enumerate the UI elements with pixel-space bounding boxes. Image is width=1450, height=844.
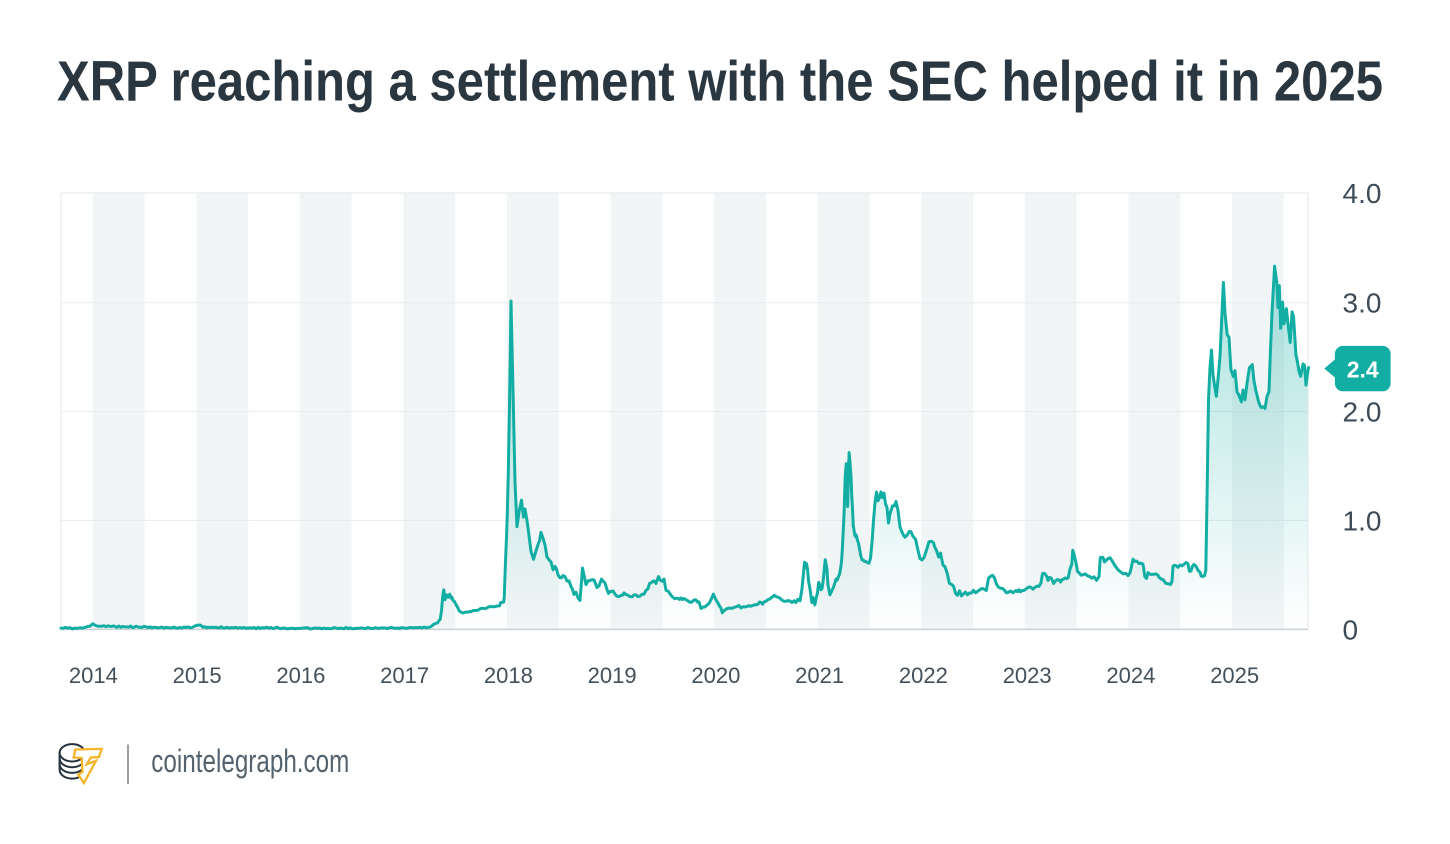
svg-text:4.0: 4.0 [1343, 178, 1382, 209]
svg-text:3.0: 3.0 [1343, 288, 1382, 319]
svg-text:1.0: 1.0 [1343, 505, 1382, 536]
svg-text:2014: 2014 [69, 663, 118, 688]
svg-text:2024: 2024 [1106, 663, 1155, 688]
svg-text:cointelegraph.com: cointelegraph.com [151, 743, 349, 779]
svg-text:2021: 2021 [795, 663, 844, 688]
svg-text:2.0: 2.0 [1343, 397, 1382, 428]
svg-text:0: 0 [1343, 614, 1359, 645]
svg-text:XRP reaching a settlement with: XRP reaching a settlement with the SEC h… [57, 50, 1383, 114]
svg-text:2017: 2017 [380, 663, 429, 688]
svg-text:2018: 2018 [484, 663, 533, 688]
svg-text:2020: 2020 [691, 663, 740, 688]
svg-text:2022: 2022 [899, 663, 948, 688]
svg-text:2.4: 2.4 [1347, 357, 1379, 383]
svg-text:2023: 2023 [1003, 663, 1052, 688]
svg-text:2015: 2015 [173, 663, 222, 688]
svg-text:2025: 2025 [1210, 663, 1259, 688]
svg-text:2016: 2016 [276, 663, 325, 688]
svg-text:2019: 2019 [588, 663, 637, 688]
